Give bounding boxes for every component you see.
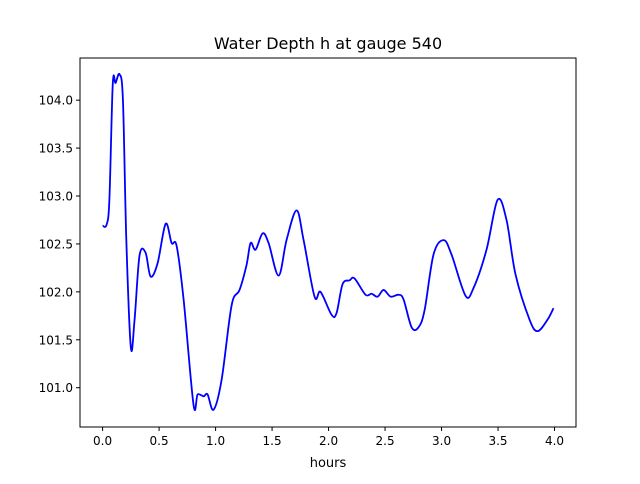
y-tick-label: 104.0 — [39, 94, 73, 108]
y-tick-label: 103.0 — [39, 190, 73, 204]
y-tick-label: 102.5 — [39, 237, 73, 251]
y-tick-label: 101.0 — [39, 381, 73, 395]
y-tick-label: 103.5 — [39, 142, 73, 156]
x-axis-label: hours — [310, 456, 347, 471]
chart-title: Water Depth h at gauge 540 — [214, 34, 442, 53]
series-line-h — [102, 72, 555, 412]
x-tick-label: 3.5 — [488, 434, 507, 448]
x-tick-label: 0.5 — [150, 434, 169, 448]
x-tick-label: 1.5 — [263, 434, 282, 448]
y-tick-label: 102.0 — [39, 285, 73, 299]
x-tick-label: 2.5 — [376, 434, 395, 448]
x-tick-label: 3.0 — [432, 434, 451, 448]
x-tick-label: 2.0 — [319, 434, 338, 448]
x-tick-label: 4.0 — [545, 434, 564, 448]
x-tick-label: 1.0 — [206, 434, 225, 448]
axes-frame — [79, 57, 577, 428]
y-tick-label: 101.5 — [39, 333, 73, 347]
x-tick-label: 0.0 — [93, 434, 112, 448]
